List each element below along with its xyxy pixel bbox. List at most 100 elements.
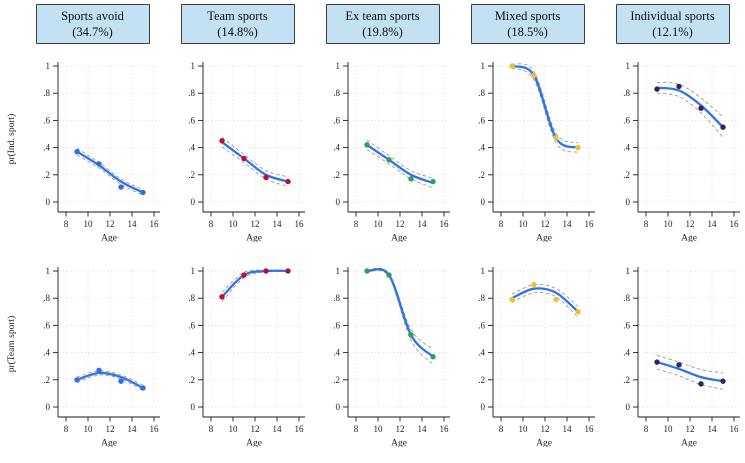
data-points [74, 367, 146, 391]
y-tick-label: 0 [336, 402, 341, 412]
y-tick-label: .4 [623, 143, 630, 153]
y-tick-label: .8 [43, 293, 50, 303]
data-points [364, 268, 436, 360]
data-points [219, 268, 291, 300]
data-point [386, 272, 392, 278]
panel-r2-individual-sports: 0 .2 .4 .6 .8 1 8 10 12 14 16 Age [623, 266, 740, 448]
x-tick-label: 8 [644, 424, 649, 434]
tick-labels: 0 .2 .4 .6 .8 1 8 10 12 14 16 [43, 266, 159, 434]
x-axis-title: Age [681, 439, 697, 448]
data-point [676, 83, 682, 90]
data-point [553, 135, 559, 141]
x-tick-label: 12 [106, 219, 115, 229]
y-tick-label: .4 [188, 143, 195, 153]
data-points [74, 148, 146, 196]
y-tick-label: 1 [481, 266, 486, 276]
y-axis-label-row1: pr(Ind. sport) [7, 113, 17, 165]
data-points [654, 83, 726, 130]
x-tick-label: 10 [84, 424, 94, 434]
data-point [74, 148, 80, 155]
x-axis-title: Age [391, 234, 407, 243]
y-tick-label: .8 [623, 88, 630, 98]
tick-labels: 0 .2 .4 .6 .8 1 8 10 12 14 16 [333, 266, 449, 434]
x-tick-label: 10 [229, 424, 239, 434]
y-tick-label: .2 [43, 170, 50, 180]
ci-band [221, 137, 289, 187]
x-tick-label: 14 [708, 424, 718, 434]
y-tick-label: .4 [43, 348, 50, 358]
data-points [364, 142, 436, 185]
y-tick-label: .8 [478, 88, 485, 98]
column-title: Sports avoid [61, 8, 124, 23]
data-point [140, 385, 146, 391]
column-percentage: (34.7%) [72, 25, 113, 39]
data-point [553, 296, 559, 303]
x-tick-label: 14 [563, 219, 573, 229]
y-tick-label: .2 [478, 170, 485, 180]
axes [633, 267, 740, 422]
y-tick-label: .4 [478, 348, 485, 358]
gridlines [639, 270, 738, 408]
data-point [698, 381, 704, 387]
x-axis-title: Age [246, 234, 262, 243]
axes [53, 62, 160, 217]
y-tick-label: .2 [188, 170, 195, 180]
axes [343, 267, 450, 422]
panel-r2-mixed-sports: 0 .2 .4 .6 .8 1 8 10 12 14 16 Age [478, 266, 595, 448]
y-tick-label: 1 [481, 61, 486, 71]
y-tick-label: .4 [478, 143, 485, 153]
y-tick-label: .8 [333, 88, 340, 98]
x-tick-label: 16 [730, 219, 740, 229]
data-point [74, 377, 80, 383]
panel-r1-team-sports: 0 .2 .4 .6 .8 1 8 10 12 14 16 Age [188, 61, 305, 243]
y-tick-label: .2 [188, 375, 195, 385]
x-tick-label: 14 [273, 424, 283, 434]
axes [53, 267, 160, 422]
x-tick-label: 8 [499, 424, 504, 434]
tick-labels: 0 .2 .4 .6 .8 1 8 10 12 14 16 [188, 61, 304, 229]
ci-band [511, 283, 579, 318]
x-tick-label: 16 [440, 219, 450, 229]
x-axis-title: Age [681, 234, 697, 243]
y-tick-label: .8 [478, 293, 485, 303]
x-tick-label: 10 [374, 424, 384, 434]
x-tick-label: 12 [686, 219, 695, 229]
gridlines [494, 270, 593, 408]
column-title: Individual sports [630, 8, 715, 23]
x-axis-title: Age [391, 439, 407, 448]
data-point [263, 174, 269, 181]
x-tick-label: 12 [251, 424, 260, 434]
data-point [408, 332, 414, 338]
y-tick-label: .2 [623, 375, 630, 385]
column-header-ex-team-sports: Ex team sports (19.8%) [325, 4, 440, 44]
ci-band [76, 147, 144, 196]
x-tick-label: 14 [708, 219, 718, 229]
x-tick-label: 10 [519, 219, 529, 229]
x-tick-label: 16 [150, 219, 160, 229]
y-tick-label: 1 [46, 61, 51, 71]
x-tick-label: 10 [664, 219, 674, 229]
data-point [219, 294, 225, 300]
x-tick-label: 8 [209, 424, 214, 434]
y-tick-label: 1 [46, 266, 51, 276]
data-point [430, 353, 436, 360]
tick-labels: 0 .2 .4 .6 .8 1 8 10 12 14 16 [478, 61, 594, 229]
y-tick-label: 0 [46, 402, 51, 412]
x-tick-label: 16 [440, 424, 450, 434]
column-header-mixed-sports: Mixed sports (18.5%) [470, 4, 585, 44]
y-tick-label: 0 [626, 402, 631, 412]
data-point [285, 268, 291, 274]
data-point [654, 86, 660, 92]
x-tick-label: 12 [251, 219, 260, 229]
ci-band [366, 139, 434, 189]
x-axis-title: Age [536, 439, 552, 448]
data-point [408, 176, 414, 182]
gridlines [59, 65, 158, 203]
y-tick-label: .8 [188, 88, 195, 98]
x-tick-label: 16 [150, 424, 160, 434]
trend-line [365, 268, 435, 358]
y-tick-label: .6 [478, 320, 485, 330]
trend-line [510, 64, 580, 149]
x-tick-label: 14 [418, 424, 428, 434]
panel-r1-mixed-sports: 0 .2 .4 .6 .8 1 8 10 12 14 16 Age [478, 61, 595, 242]
